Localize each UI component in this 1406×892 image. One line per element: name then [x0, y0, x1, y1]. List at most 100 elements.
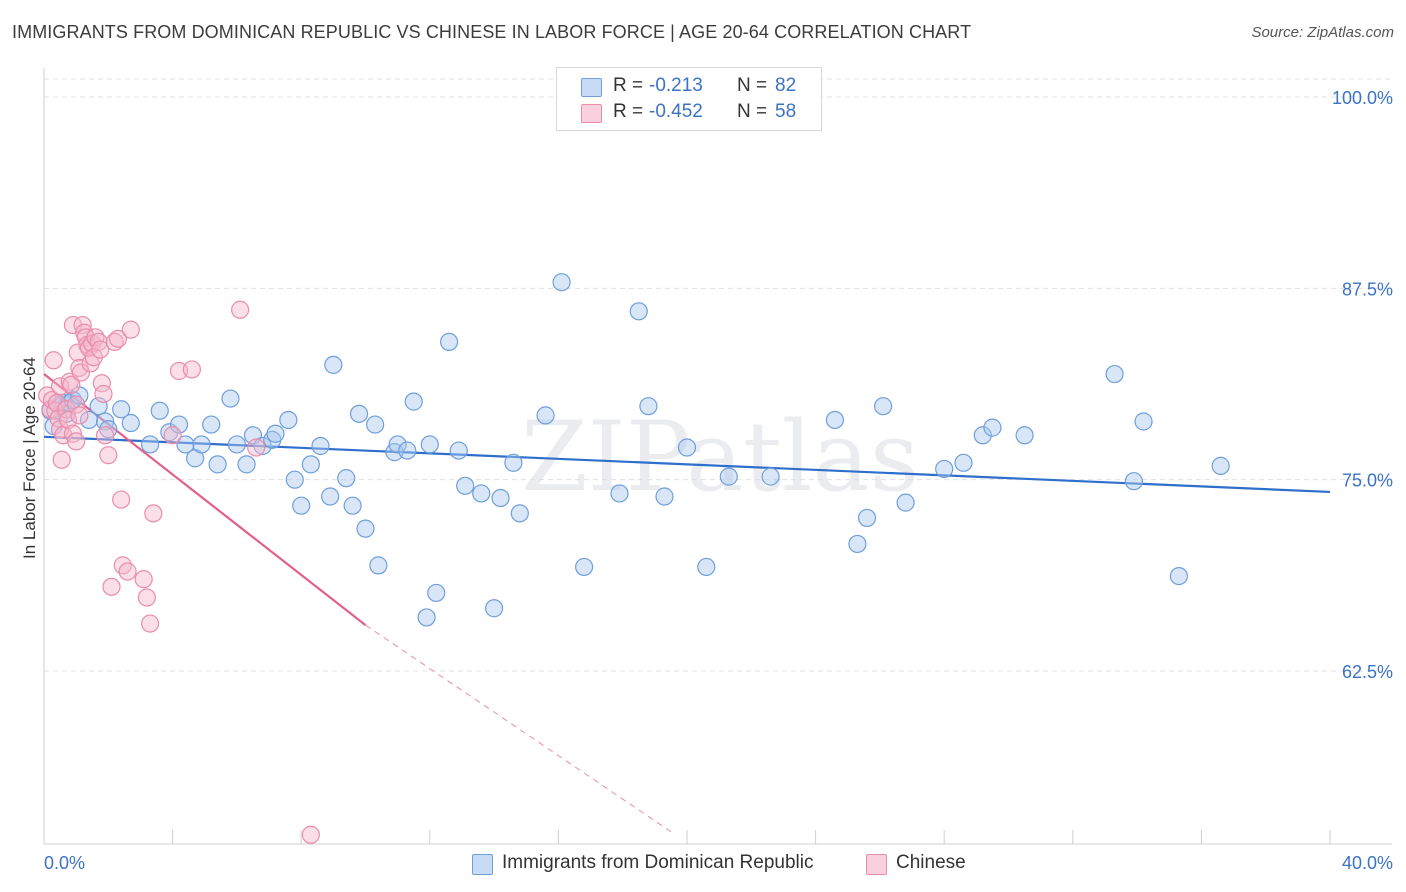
point-dominican: [874, 397, 893, 416]
point-chinese: [231, 300, 250, 319]
point-dominican: [221, 389, 240, 408]
point-chinese: [59, 410, 78, 430]
point-chinese: [112, 490, 131, 509]
point-dominican: [356, 519, 375, 538]
axes-layer: [43, 68, 1392, 845]
point-chinese: [134, 570, 153, 589]
point-dominican: [983, 418, 1002, 437]
point-chinese: [137, 588, 156, 607]
point-dominican: [150, 401, 169, 420]
legend-swatch-blue: [472, 854, 493, 875]
point-dominican: [253, 436, 272, 456]
point-chinese: [89, 332, 108, 352]
point-chinese: [95, 426, 115, 445]
y-axis-label: In Labor Force | Age 20-64: [20, 357, 39, 559]
y-tick-label: 87.5%: [1342, 279, 1393, 299]
point-chinese: [67, 395, 86, 414]
point-dominican: [896, 493, 915, 512]
point-dominican: [677, 438, 697, 457]
legend-r-label: R =: [613, 101, 644, 122]
point-chinese: [247, 438, 266, 457]
point-dominican: [848, 534, 867, 554]
point-chinese: [70, 406, 89, 425]
point-dominican: [655, 487, 674, 506]
point-dominican: [202, 415, 221, 434]
series-legend: Immigrants from Dominican Republic Chine…: [0, 852, 1406, 878]
y-tick-label: 62.5%: [1342, 662, 1393, 682]
point-chinese: [301, 825, 320, 844]
legend-r-label: R =: [613, 75, 644, 96]
point-dominican: [369, 556, 388, 575]
point-chinese: [44, 351, 63, 370]
x-tick-label: 40.0%: [1342, 853, 1393, 873]
point-dominican: [192, 435, 211, 454]
point-chinese: [118, 562, 137, 581]
point-dominican: [1015, 426, 1034, 445]
source-label: Source: ZipAtlas.com: [1251, 24, 1394, 41]
point-dominican: [388, 435, 407, 454]
point-dominican: [324, 355, 343, 374]
point-dominican: [398, 441, 417, 460]
point-dominican: [697, 557, 716, 577]
stats-legend: R = -0.213 N = 82 R = -0.452 N = 58: [556, 67, 822, 131]
point-dominican: [639, 397, 658, 416]
legend-swatch-pink: [866, 854, 887, 875]
point-chinese: [62, 375, 81, 394]
trend-layer: [43, 373, 1331, 833]
chart-title: IMMIGRANTS FROM DOMINICAN REPUBLIC VS CH…: [12, 22, 972, 42]
point-dominican: [1124, 472, 1143, 491]
point-dominican: [285, 470, 304, 489]
point-dominican: [176, 435, 195, 454]
point-dominican: [237, 455, 256, 474]
point-dominican: [79, 410, 99, 430]
point-dominican: [227, 435, 246, 454]
x-tick-label: 0.0%: [44, 853, 85, 873]
point-dominican: [311, 436, 330, 456]
point-dominican: [420, 435, 439, 454]
point-dominican: [366, 415, 385, 434]
point-dominican: [404, 392, 423, 411]
legend-swatch-blue: [581, 78, 602, 97]
point-dominican: [449, 441, 468, 460]
point-dominican: [321, 487, 340, 506]
point-dominican: [208, 455, 227, 474]
legend-n-value: 58: [775, 101, 797, 122]
point-chinese: [99, 446, 118, 465]
point-chinese: [91, 340, 110, 359]
point-chinese: [102, 577, 121, 596]
point-chinese: [140, 614, 160, 633]
legend-label: Immigrants from Dominican Republic: [502, 852, 814, 873]
point-dominican: [857, 508, 877, 528]
point-dominican: [456, 476, 475, 495]
point-dominican: [491, 488, 510, 508]
point-chinese: [108, 329, 128, 348]
point-dominican: [504, 453, 523, 472]
point-dominican: [761, 467, 780, 486]
point-chinese: [144, 504, 163, 523]
point-dominican: [575, 557, 594, 577]
point-dominican: [417, 608, 436, 627]
point-chinese: [121, 320, 140, 339]
point-dominican: [112, 400, 131, 419]
point-dominican: [343, 496, 362, 515]
point-dominican: [472, 484, 491, 503]
point-chinese: [71, 363, 91, 382]
point-dominican: [610, 484, 629, 503]
point-dominican: [301, 455, 320, 474]
legend-swatch-pink: [581, 104, 602, 123]
legend-r-value: -0.452: [649, 101, 703, 122]
point-dominican: [169, 415, 189, 434]
point-dominican: [954, 453, 973, 472]
trend-line-dominican: [43, 435, 1331, 494]
trend-line-chinese: [43, 373, 367, 626]
point-chinese: [163, 426, 182, 445]
point-dominican: [629, 302, 648, 321]
point-dominican: [1134, 412, 1153, 431]
point-dominican: [349, 404, 369, 423]
legend-r-value: -0.213: [649, 75, 703, 96]
point-dominican: [536, 406, 555, 425]
y-tick-label: 100.0%: [1332, 88, 1393, 108]
point-dominican: [160, 423, 179, 442]
point-dominican: [1169, 566, 1188, 586]
